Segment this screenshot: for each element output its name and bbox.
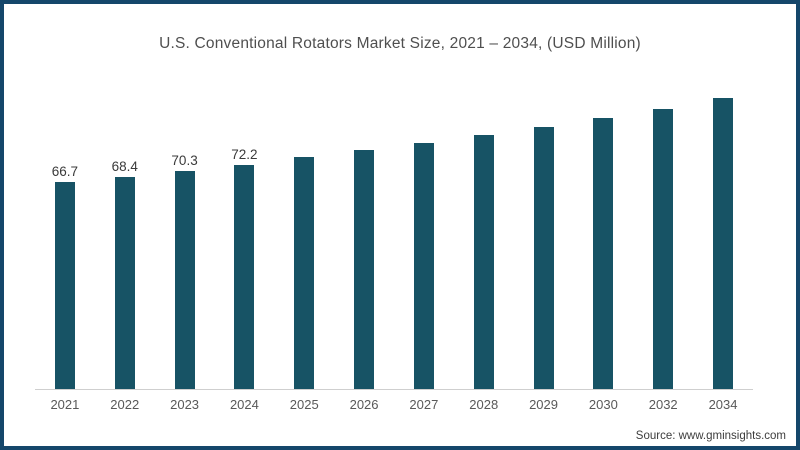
bar-value-label: 66.7	[51, 164, 79, 180]
bar-group-2023: 70.3	[155, 85, 215, 389]
x-tick-label-2025: 2025	[289, 397, 319, 412]
x-tick-label-2027: 2027	[409, 397, 439, 412]
bar-group-2027	[394, 85, 454, 389]
x-tick-label-2032: 2032	[648, 397, 678, 412]
x-tick-label-2034: 2034	[708, 397, 738, 412]
bar-group-2028	[454, 85, 514, 389]
chart-title: U.S. Conventional Rotators Market Size, …	[159, 35, 641, 52]
bar-2024	[234, 165, 255, 389]
bar-2034	[713, 98, 734, 389]
x-tick-label-2026: 2026	[349, 397, 379, 412]
bar-group-2032	[633, 85, 693, 389]
bar-group-2026	[334, 85, 394, 389]
bar-group-2030	[573, 85, 633, 389]
bar-2022	[114, 176, 135, 389]
plot-area: 66.7 68.4 70.3 72.2	[35, 85, 753, 389]
bar-group-2025	[274, 85, 334, 389]
bar-2027	[413, 143, 434, 389]
x-tick-label-2024: 2024	[229, 397, 259, 412]
bar-group-2029	[514, 85, 574, 389]
bar-value-label: 68.4	[111, 158, 138, 174]
bar-2030	[593, 118, 614, 389]
x-tick-label-2028: 2028	[469, 397, 499, 412]
x-tick-label-2022: 2022	[110, 397, 140, 412]
bar-2023	[174, 170, 195, 389]
x-axis-labels: 2021 2022 2023 2024 2025 2026 2027 2028 2029 2030…	[35, 397, 753, 412]
bar-2026	[354, 150, 375, 389]
source-attribution: Source: www.gminsights.com	[635, 430, 786, 442]
x-tick-label-2030: 2030	[588, 397, 618, 412]
bar-2032	[653, 109, 674, 389]
x-tick-label-2021: 2021	[50, 397, 80, 412]
bar-2025	[294, 156, 315, 389]
bar-group-2034	[693, 85, 753, 389]
bar-group-2024: 72.2	[214, 85, 274, 389]
bar-group-2022: 68.4	[95, 85, 155, 389]
bar-2021	[54, 182, 75, 389]
bar-2029	[533, 127, 554, 389]
bar-value-label: 70.3	[171, 152, 198, 168]
bar-value-label: 72.2	[231, 147, 258, 162]
bar-group-2021: 66.7	[35, 85, 95, 389]
bar-2028	[473, 135, 494, 389]
x-axis-line	[35, 389, 753, 390]
x-tick-label-2029: 2029	[529, 397, 558, 412]
x-tick-label-2023: 2023	[170, 397, 200, 412]
